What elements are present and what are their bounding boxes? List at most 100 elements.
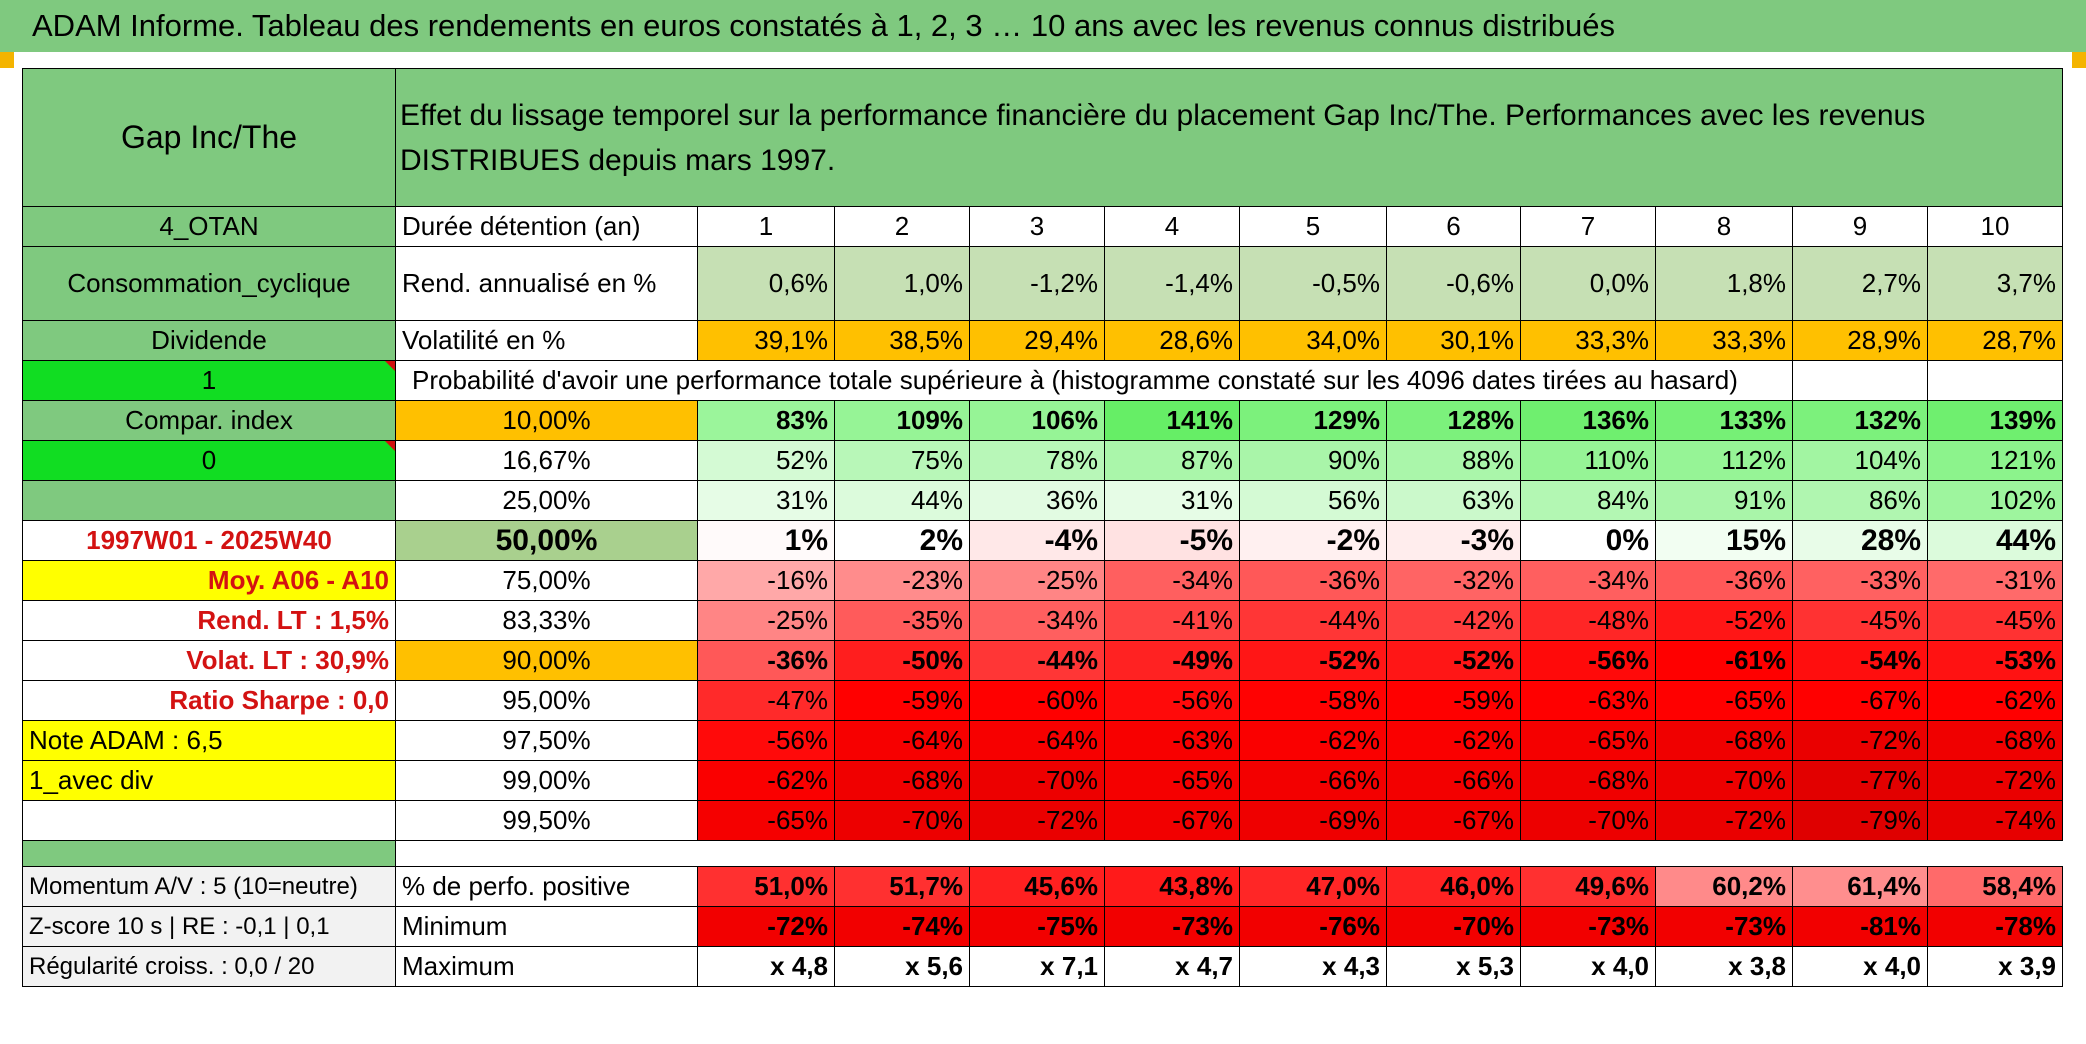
vol-value: 33,3% (1655, 320, 1793, 361)
quantile-value: 28% (1792, 520, 1928, 561)
quantile-value: -79% (1792, 800, 1928, 841)
rend-value: 0,6% (697, 246, 835, 321)
quantile-label: 50,00% (395, 520, 698, 561)
avec-div-label: 1_avec div (22, 760, 396, 801)
momentum-label: Momentum A/V : 5 (10=neutre) (22, 866, 396, 907)
quantile-value: -59% (834, 680, 970, 721)
quantile-value: -25% (697, 600, 835, 641)
quantile-label: 75,00% (395, 560, 698, 601)
quantile-label: 90,00% (395, 640, 698, 681)
year-header: 3 (969, 206, 1105, 247)
year-header: 4 (1104, 206, 1240, 247)
quantile-value: -52% (1655, 600, 1793, 641)
quantile-value: 1% (697, 520, 835, 561)
perfo-pos-value: 47,0% (1239, 866, 1387, 907)
rend-value: 1,0% (834, 246, 970, 321)
maximum-value: x 4,7 (1104, 946, 1240, 987)
quantile-value: -68% (1655, 720, 1793, 761)
flag-zero: 0 (22, 440, 396, 481)
minimum-label: Minimum (395, 906, 698, 947)
sharpe-label: Ratio Sharpe : 0,0 (22, 680, 396, 721)
zscore-label: Z-score 10 s | RE : -0,1 | 0,1 (22, 906, 396, 947)
quantile-value: -44% (969, 640, 1105, 681)
report-title: ADAM Informe. Tableau des rendements en … (32, 8, 1616, 43)
quantile-value: 52% (697, 440, 835, 481)
vol-value: 33,3% (1520, 320, 1656, 361)
perfo-pos-value: 43,8% (1104, 866, 1240, 907)
quantile-value: 90% (1239, 440, 1387, 481)
quantile-value: 133% (1655, 400, 1793, 441)
maximum-value: x 4,3 (1239, 946, 1387, 987)
quantile-label: 95,00% (395, 680, 698, 721)
quantile-value: -77% (1792, 760, 1928, 801)
quantile-value: -62% (1386, 720, 1521, 761)
quantile-value: -5% (1104, 520, 1240, 561)
note-adam-label: Note ADAM : 6,5 (22, 720, 396, 761)
corner-marker (0, 52, 14, 68)
quantile-label: 16,67% (395, 440, 698, 481)
minimum-value: -76% (1239, 906, 1387, 947)
rend-value: -1,2% (969, 246, 1105, 321)
quantile-value: -62% (697, 760, 835, 801)
quantile-value: -54% (1792, 640, 1928, 681)
perfo-pos-value: 49,6% (1520, 866, 1656, 907)
quantile-value: -34% (1104, 560, 1240, 601)
maximum-value: x 7,1 (969, 946, 1105, 987)
year-header: 1 (697, 206, 835, 247)
quantile-value: -68% (1927, 720, 2063, 761)
quantile-value: -58% (1239, 680, 1387, 721)
quantile-value: 141% (1104, 400, 1240, 441)
regularite-label: Régularité croiss. : 0,0 / 20 (22, 946, 396, 987)
compar-index-label: Compar. index (22, 400, 396, 441)
report-title-banner: ADAM Informe. Tableau des rendements en … (0, 0, 2086, 52)
minimum-value: -81% (1792, 906, 1928, 947)
quantile-value: 78% (969, 440, 1105, 481)
spacer-cell (395, 840, 2063, 867)
quantile-value: -68% (834, 760, 970, 801)
quantile-value: -72% (969, 800, 1105, 841)
quantile-value: 106% (969, 400, 1105, 441)
rend-value: -0,5% (1239, 246, 1387, 321)
quantile-value: -72% (1927, 760, 2063, 801)
quantile-value: -34% (969, 600, 1105, 641)
rend-value: 2,7% (1792, 246, 1928, 321)
minimum-value: -70% (1386, 906, 1521, 947)
minimum-value: -73% (1520, 906, 1656, 947)
quantile-value: 102% (1927, 480, 2063, 521)
quantile-value: -67% (1104, 800, 1240, 841)
perfo-pos-value: 51,0% (697, 866, 835, 907)
blank-green-cell (22, 480, 396, 521)
quantile-value: -65% (1655, 680, 1793, 721)
blank-cell (22, 800, 396, 841)
minimum-value: -75% (969, 906, 1105, 947)
description: Effet du lissage temporel sur la perform… (395, 68, 2063, 207)
vol-value: 29,4% (969, 320, 1105, 361)
spacer-cell (22, 840, 396, 867)
quantile-label: 83,33% (395, 600, 698, 641)
year-header: 6 (1386, 206, 1521, 247)
quantile-value: 112% (1655, 440, 1793, 481)
quantile-value: -70% (1655, 760, 1793, 801)
minimum-value: -73% (1104, 906, 1240, 947)
quantile-value: -72% (1792, 720, 1928, 761)
quantile-value: -61% (1655, 640, 1793, 681)
quantile-value: 83% (697, 400, 835, 441)
corner-marker (2072, 52, 2086, 68)
year-header: 7 (1520, 206, 1656, 247)
quantile-value: -32% (1386, 560, 1521, 601)
quantile-value: 129% (1239, 400, 1387, 441)
quantile-value: -66% (1386, 760, 1521, 801)
quantile-label: 25,00% (395, 480, 698, 521)
perfo-pos-value: 61,4% (1792, 866, 1928, 907)
quantile-value: -52% (1386, 640, 1521, 681)
quantile-value: 86% (1792, 480, 1928, 521)
quantile-value: -62% (1239, 720, 1387, 761)
quantile-value: -68% (1520, 760, 1656, 801)
vol-value: 28,6% (1104, 320, 1240, 361)
quantile-value: -45% (1927, 600, 2063, 641)
quantile-value: -63% (1104, 720, 1240, 761)
period-label: 1997W01 - 2025W40 (22, 520, 396, 561)
quantile-value: -70% (969, 760, 1105, 801)
quantile-value: 136% (1520, 400, 1656, 441)
quantile-value: -48% (1520, 600, 1656, 641)
